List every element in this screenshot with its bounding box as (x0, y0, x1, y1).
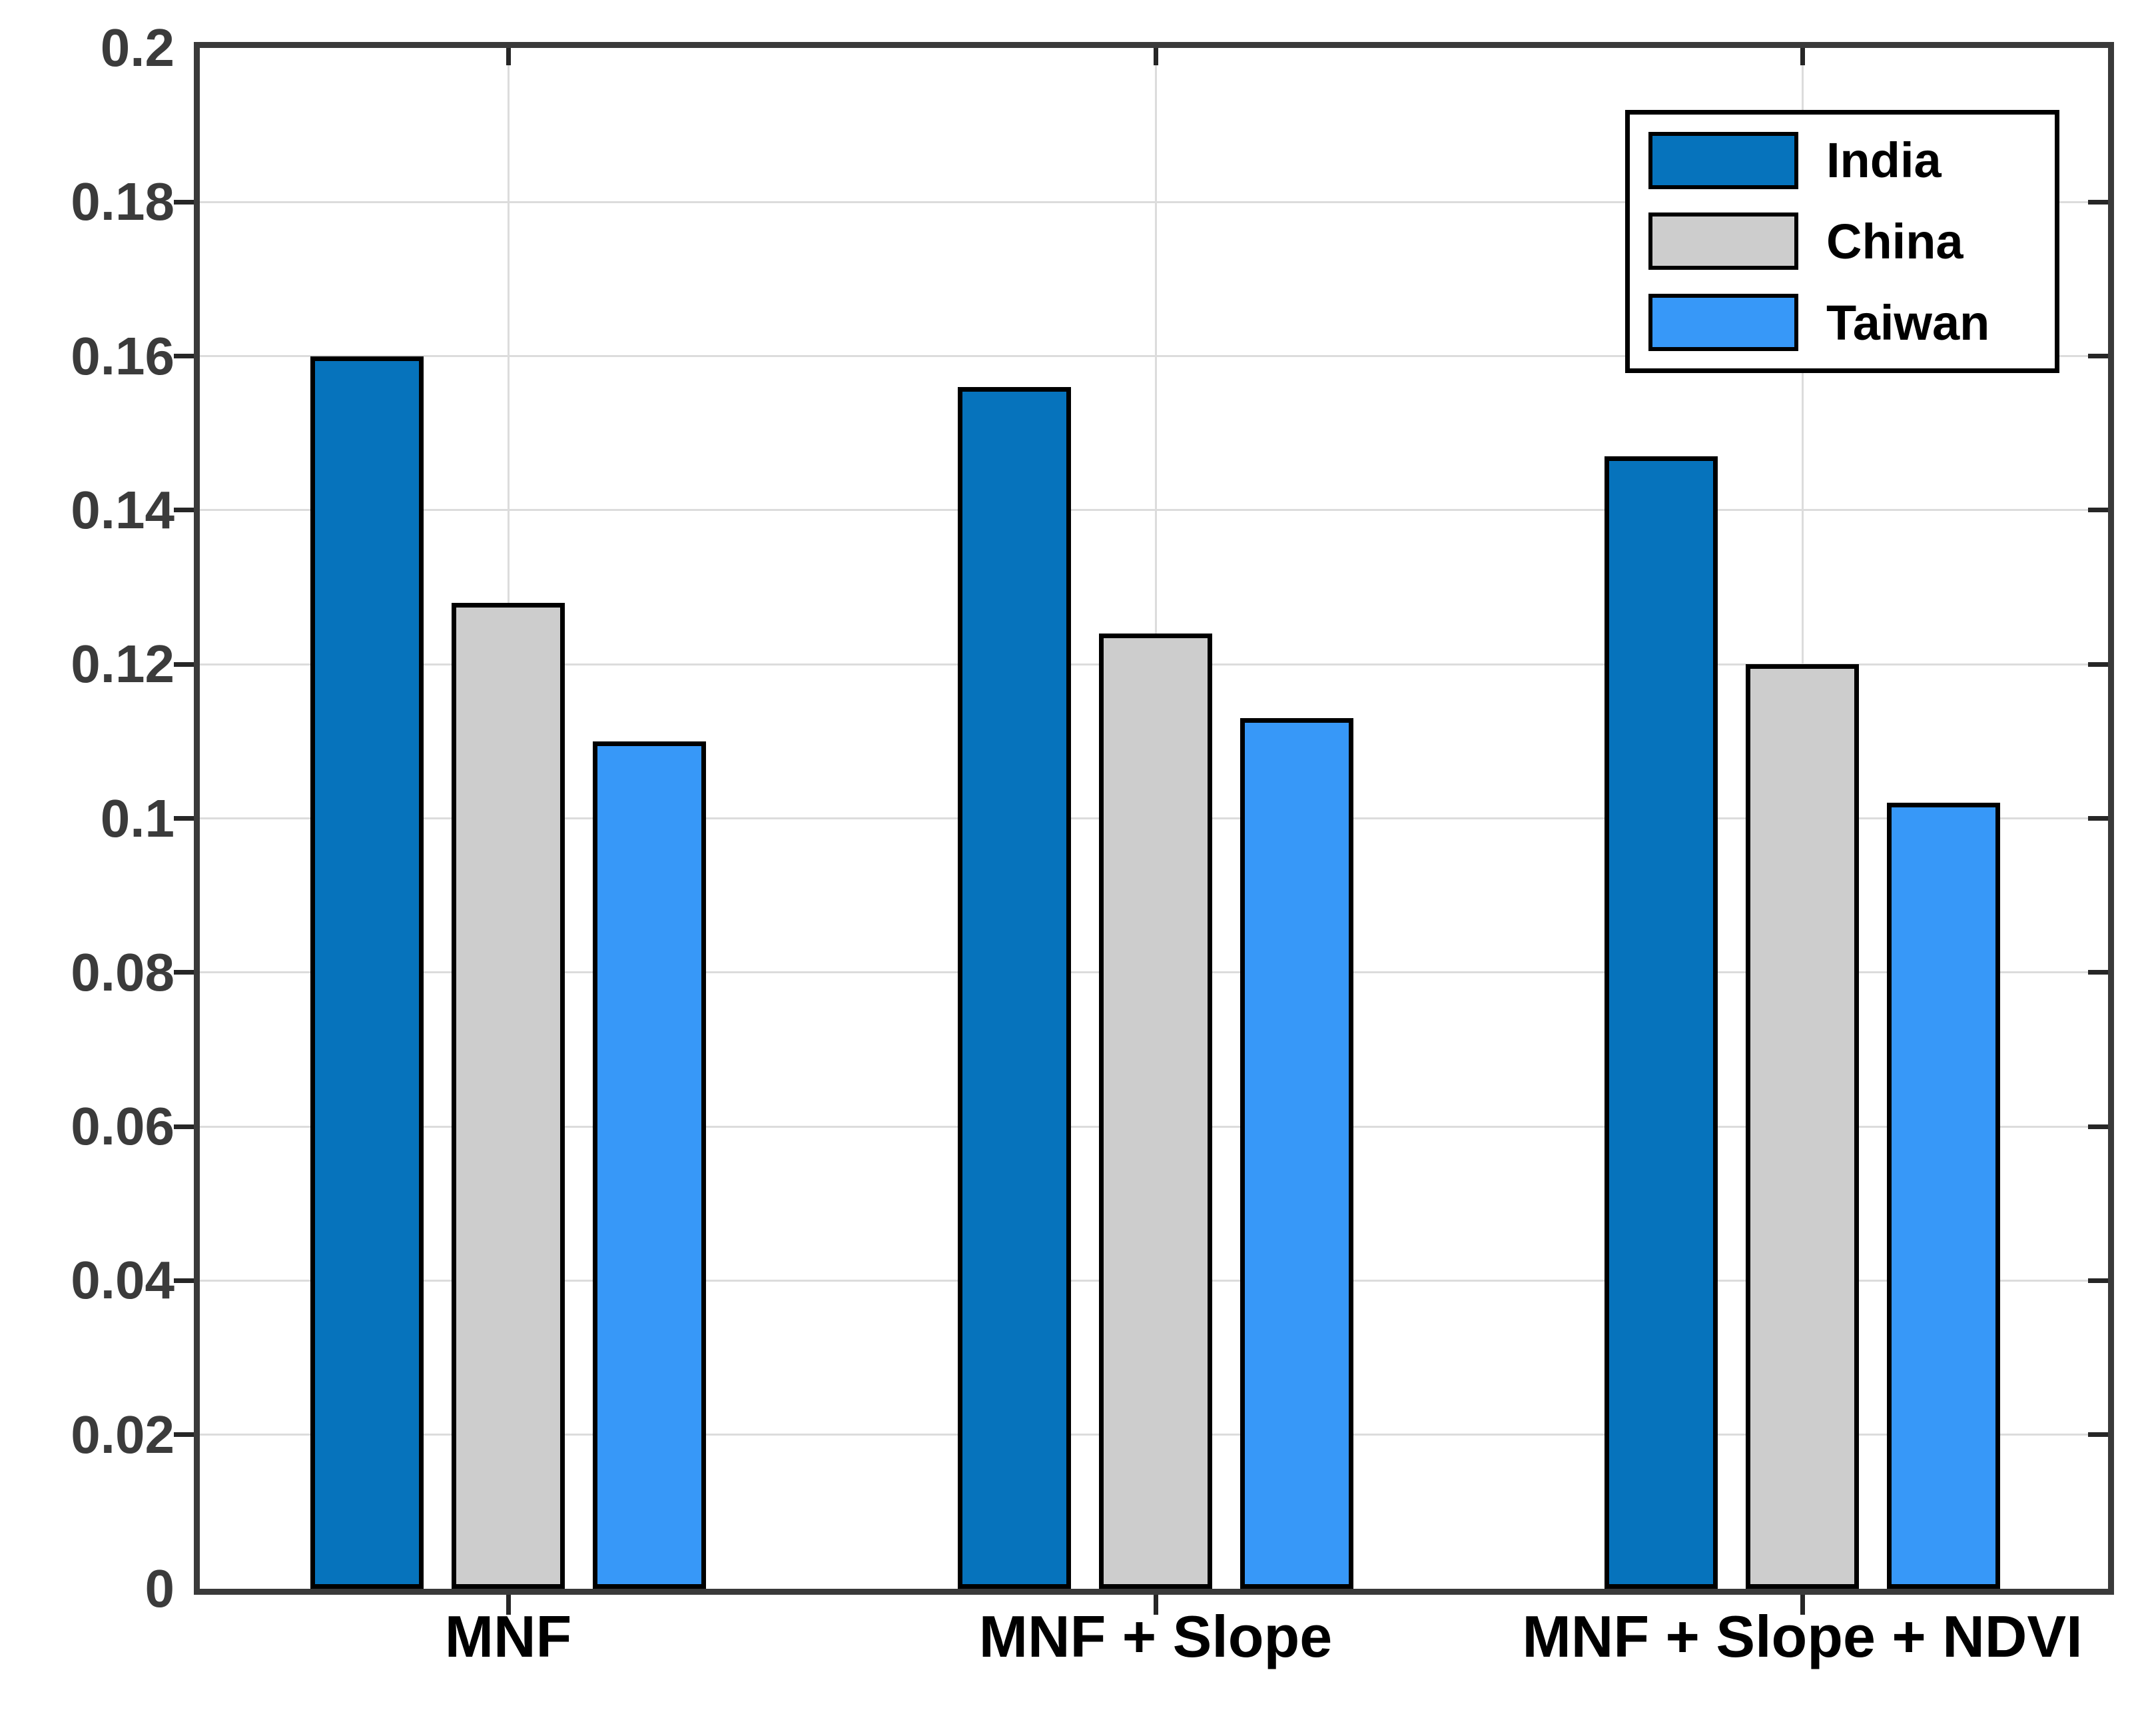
legend-swatch-china (1648, 213, 1798, 270)
x-tick-top (506, 48, 511, 65)
y-tick-right (2088, 1432, 2108, 1438)
y-tick-left (174, 508, 194, 513)
x-tick-bottom (1800, 1595, 1805, 1615)
legend-row: India (1630, 131, 2055, 189)
y-tick-right (2088, 1278, 2108, 1283)
y-tick-left (174, 1278, 194, 1283)
x-tick-top (1153, 48, 1158, 65)
bar-india-group1 (310, 356, 424, 1589)
y-tick-label: 0.02 (71, 1404, 175, 1464)
y-tick-label: 0.06 (71, 1096, 175, 1156)
y-tick-left (174, 970, 194, 975)
y-tick-right (2088, 816, 2108, 821)
bar-india-group3 (1605, 456, 1718, 1589)
y-tick-left (174, 199, 194, 205)
y-tick-right (2088, 1124, 2108, 1129)
legend-label-taiwan: Taiwan (1826, 294, 1990, 350)
y-tick-label: 0.04 (71, 1250, 175, 1310)
y-tick-right (2088, 199, 2108, 205)
bar-taiwan-group1 (593, 741, 706, 1589)
legend: India China Taiwan (1625, 110, 2059, 373)
x-tick-bottom (1153, 1595, 1158, 1615)
legend-row: Taiwan (1630, 294, 2055, 352)
y-tick-label: 0.2 (100, 18, 175, 77)
legend-label-china: China (1826, 213, 1963, 269)
gridline-h (200, 201, 2108, 203)
bar-india-group2 (958, 386, 1071, 1589)
bar-china-group3 (1746, 664, 1859, 1589)
y-tick-right (2088, 354, 2108, 359)
y-tick-left (174, 354, 194, 359)
gridline-h (200, 509, 2108, 512)
bar-china-group2 (1099, 633, 1212, 1589)
y-tick-left (174, 1432, 194, 1438)
y-tick-right (2088, 661, 2108, 667)
legend-swatch-taiwan (1648, 294, 1798, 352)
legend-swatch-india (1648, 131, 1798, 189)
y-tick-label: 0 (145, 1559, 175, 1618)
y-tick-right (2088, 508, 2108, 513)
y-tick-left (174, 661, 194, 667)
y-tick-left (174, 816, 194, 821)
gridline-h (200, 355, 2108, 358)
x-tick-top (1800, 48, 1805, 65)
bar-china-group1 (452, 602, 565, 1589)
y-tick-left (174, 1124, 194, 1129)
y-tick-label: 0.1 (100, 788, 175, 848)
y-tick-label: 0.18 (71, 172, 175, 232)
legend-row: China (1630, 213, 2055, 270)
y-tick-label: 0.08 (71, 942, 175, 1002)
bar-taiwan-group3 (1887, 803, 2000, 1589)
y-tick-label: 0.14 (71, 480, 175, 540)
y-tick-label: 0.12 (71, 634, 175, 694)
bar-taiwan-group2 (1240, 718, 1353, 1589)
x-tick-bottom (506, 1595, 511, 1615)
y-tick-right (2088, 970, 2108, 975)
y-tick-label: 0.16 (71, 326, 175, 386)
x-category-label: MNF + Slope + NDVI (1522, 1603, 2083, 1669)
legend-label-india: India (1826, 133, 1942, 189)
